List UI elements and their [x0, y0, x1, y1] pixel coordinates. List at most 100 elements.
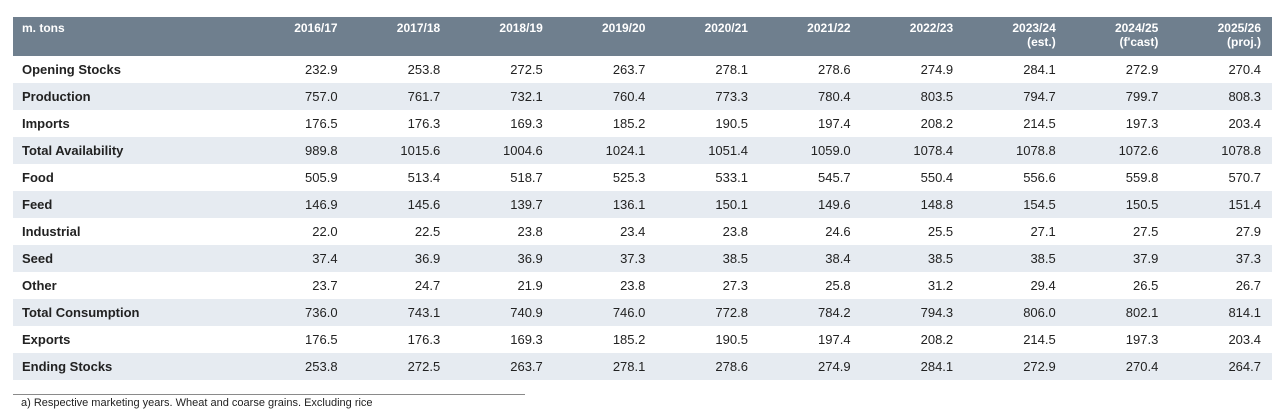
- table-row: Feed 146.9 145.6 139.7 136.1 150.1 149.6 148.8 1…: [13, 191, 1272, 218]
- table-cell: 214.5: [1023, 332, 1056, 347]
- column-header: 2023/24 (est.): [964, 17, 1067, 56]
- table-cell: 253.8: [305, 359, 338, 374]
- table-cell: 760.4: [612, 89, 646, 104]
- table-cell: 278.6: [715, 359, 748, 374]
- table-cell: 794.3: [920, 305, 954, 320]
- table-cell: 1059.0: [810, 143, 851, 158]
- table-cell: 38.5: [927, 251, 954, 266]
- table-cell: 264.7: [1228, 359, 1261, 374]
- table-cell: 27.9: [1235, 224, 1261, 239]
- column-year: 2018/19: [499, 21, 543, 35]
- table-cell: 284.1: [1023, 62, 1056, 77]
- table-row: Imports 176.5 176.3 169.3 185.2 190.5 197.4 208…: [13, 110, 1272, 137]
- table-row: Total Consumption 736.0 743.1 740.9 746.0 772…: [13, 299, 1272, 326]
- table-cell: 270.4: [1228, 62, 1261, 77]
- table-cell: 525.3: [612, 170, 646, 185]
- table-cell: 197.4: [818, 116, 851, 131]
- column-year: 2024/25: [1114, 21, 1159, 35]
- table-row: Exports 176.5 176.3 169.3 185.2 190.5 197.4 208…: [13, 326, 1272, 353]
- row-label: Other: [22, 278, 57, 293]
- table-cell: 214.5: [1023, 116, 1056, 131]
- table-cell: 270.4: [1125, 359, 1159, 374]
- table-cell: 197.3: [1125, 116, 1159, 131]
- column-note: (proj.): [1227, 35, 1261, 49]
- table-cell: 272.9: [1023, 359, 1056, 374]
- table-cell: 22.0: [312, 224, 338, 239]
- column-note: (est.): [1027, 35, 1056, 49]
- table-cell: 513.4: [407, 170, 441, 185]
- column-header: 2024/25 (f'cast): [1067, 17, 1170, 56]
- table-cell: 151.4: [1228, 197, 1261, 212]
- table-cell: 272.5: [407, 359, 441, 374]
- table-cell: 25.5: [927, 224, 954, 239]
- table-cell: 23.7: [312, 278, 338, 293]
- row-label: Exports: [22, 332, 71, 347]
- row-label: Industrial: [22, 224, 81, 239]
- table-cell: 29.4: [1030, 278, 1056, 293]
- table-row: Ending Stocks 253.8 272.5 263.7 278.1 278.6 27…: [13, 353, 1272, 380]
- column-year: 2023/24: [1012, 21, 1056, 35]
- row-label: Ending Stocks: [22, 359, 113, 374]
- column-header: 2016/17: [246, 17, 349, 56]
- column-header: 2017/18: [349, 17, 452, 56]
- table-cell: 150.5: [1125, 197, 1159, 212]
- table-cell: 736.0: [305, 305, 338, 320]
- table-cell: 263.7: [612, 62, 646, 77]
- table-cell: 27.5: [1133, 224, 1159, 239]
- table-cell: 185.2: [612, 116, 646, 131]
- table-cell: 989.8: [305, 143, 338, 158]
- table-cell: 740.9: [510, 305, 543, 320]
- column-header: 2021/22: [759, 17, 862, 56]
- table-cell: 274.9: [818, 359, 851, 374]
- table-row: Total Availability 989.8 1015.6 1004.6 1024.…: [13, 137, 1272, 164]
- table-cell: 274.9: [920, 62, 954, 77]
- table-cell: 26.5: [1133, 278, 1159, 293]
- table-cell: 253.8: [407, 62, 441, 77]
- table-cell: 24.7: [414, 278, 441, 293]
- table-cell: 545.7: [818, 170, 851, 185]
- footnote-divider: [13, 394, 525, 395]
- table-cell: 784.2: [818, 305, 851, 320]
- table-cell: 136.1: [612, 197, 646, 212]
- grain-balance-table: m. tons 2016/17 2017/18 2018/19 2019/20 2020…: [13, 17, 1272, 380]
- column-header: 2022/23: [862, 17, 965, 56]
- row-label: Food: [22, 170, 54, 185]
- column-year: 2022/23: [909, 21, 954, 35]
- table-cell: 278.1: [715, 62, 748, 77]
- column-header: 2019/20: [554, 17, 657, 56]
- table-cell: 27.3: [722, 278, 748, 293]
- column-header: 2025/26 (proj.): [1169, 17, 1272, 56]
- table-cell: 803.5: [920, 89, 954, 104]
- column-note: (f'cast): [1119, 35, 1159, 49]
- table-cell: 190.5: [715, 332, 748, 347]
- table-cell: 169.3: [510, 332, 543, 347]
- table-cell: 806.0: [1023, 305, 1056, 320]
- table-cell: 149.6: [818, 197, 851, 212]
- row-label: Imports: [22, 116, 70, 131]
- column-year: 2021/22: [807, 21, 851, 35]
- table-cell: 1051.4: [708, 143, 748, 158]
- table-cell: 757.0: [305, 89, 338, 104]
- column-year: 2025/26: [1217, 21, 1261, 35]
- table-row: Opening Stocks 232.9 253.8 272.5 263.7 278.1 2…: [13, 56, 1272, 83]
- table-cell: 772.8: [715, 305, 748, 320]
- table-cell: 176.5: [305, 332, 338, 347]
- row-label: Feed: [22, 197, 53, 212]
- table-cell: 23.8: [517, 224, 543, 239]
- table-cell: 27.1: [1030, 224, 1056, 239]
- table-cell: 23.8: [620, 278, 646, 293]
- table-cell: 1024.1: [605, 143, 646, 158]
- table-row: Industrial 22.0 22.5 23.8 23.4 23.8 24.6 25.5 27…: [13, 218, 1272, 245]
- table-row: Production 757.0 761.7 732.1 760.4 773.3 780.4…: [13, 83, 1272, 110]
- table-cell: 263.7: [510, 359, 543, 374]
- table-cell: 518.7: [510, 170, 543, 185]
- table-cell: 176.3: [407, 332, 441, 347]
- table-cell: 38.5: [1030, 251, 1056, 266]
- table-cell: 761.7: [407, 89, 441, 104]
- footnote: a) Respective marketing years. Wheat and…: [21, 397, 373, 409]
- table-row: Other 23.7 24.7 21.9 23.8 27.3 25.8 31.2 29.4 26.…: [13, 272, 1272, 299]
- table-cell: 505.9: [305, 170, 338, 185]
- table-cell: 272.9: [1125, 62, 1159, 77]
- column-year: 2016/17: [294, 21, 338, 35]
- table-cell: 802.1: [1125, 305, 1159, 320]
